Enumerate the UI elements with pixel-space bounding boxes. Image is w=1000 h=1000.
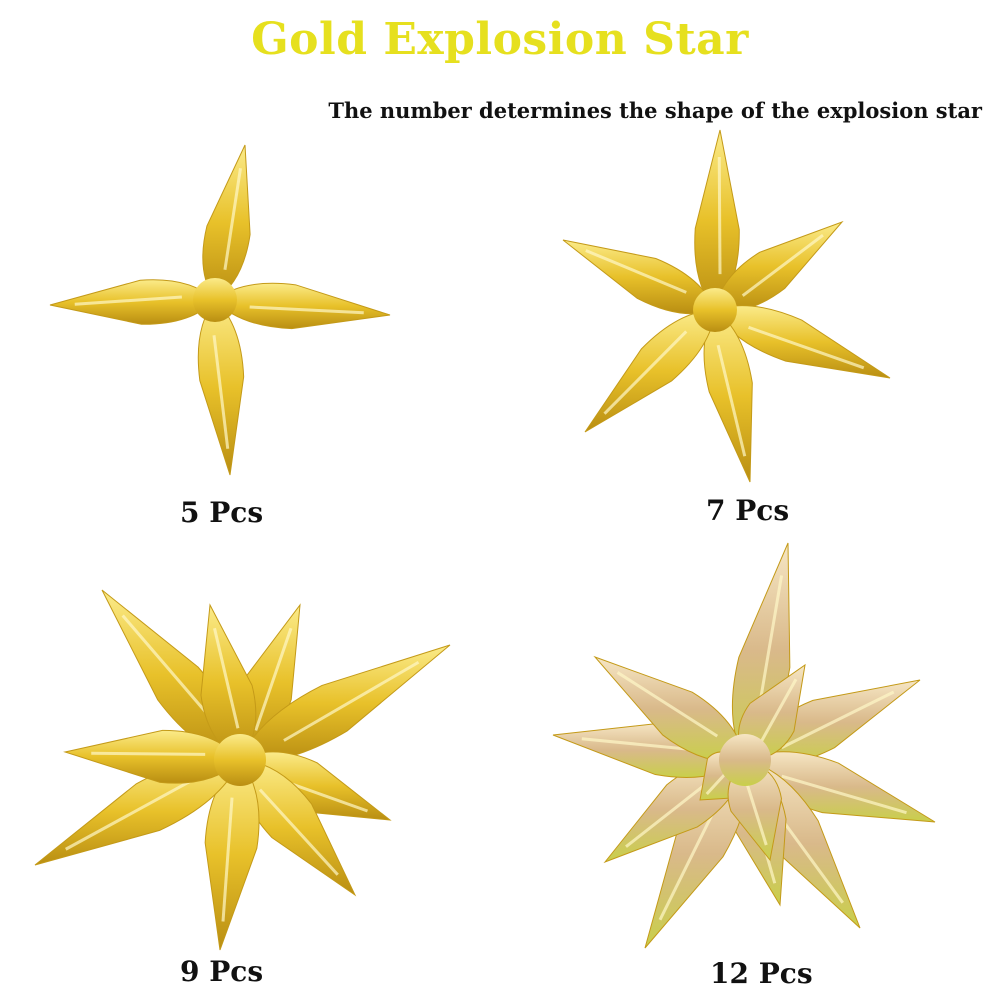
spike-highlight xyxy=(780,690,895,749)
spike-highlight xyxy=(91,751,206,756)
spike-highlight xyxy=(781,774,907,815)
spike-highlight xyxy=(254,627,293,731)
spike-highlight xyxy=(616,671,719,738)
star-spike xyxy=(49,279,216,325)
star-spike xyxy=(214,282,391,330)
star-center xyxy=(193,278,237,322)
spike-highlight xyxy=(756,575,784,718)
subtitle: The number determines the shape of the e… xyxy=(328,98,982,123)
spike-highlight xyxy=(258,788,339,876)
spike-highlight xyxy=(283,660,420,742)
spike-highlight xyxy=(741,234,824,297)
label-9-pcs: 9 Pcs xyxy=(180,955,264,988)
spike-highlight xyxy=(65,776,198,851)
label-5-pcs: 5 Pcs xyxy=(180,496,264,529)
spike-highlight xyxy=(212,335,230,449)
spike-highlight xyxy=(717,156,722,275)
spike-highlight xyxy=(625,775,716,848)
label-12-pcs: 12 Pcs xyxy=(710,957,813,990)
spike-highlight xyxy=(603,330,688,415)
page-title: Gold Explosion Star xyxy=(251,14,749,65)
spike-highlight xyxy=(221,797,234,922)
star-5-pcs xyxy=(49,144,391,476)
star-spike xyxy=(202,144,251,301)
spike-highlight xyxy=(748,325,865,370)
spike-highlight xyxy=(213,627,240,729)
spike-highlight xyxy=(744,780,768,846)
spike-highlight xyxy=(585,249,687,294)
spike-highlight xyxy=(249,305,364,315)
star-12-pcs xyxy=(552,542,936,949)
star-9-pcs xyxy=(34,589,451,951)
label-7-pcs: 7 Pcs xyxy=(706,494,790,527)
spike-highlight xyxy=(74,295,182,306)
star-center xyxy=(214,734,266,786)
spike-highlight xyxy=(759,678,798,744)
spike-highlight xyxy=(121,614,217,725)
spike-highlight xyxy=(223,168,242,270)
star-center xyxy=(693,288,737,332)
spike-highlight xyxy=(716,344,747,457)
star-7-pcs xyxy=(562,129,891,483)
star-center xyxy=(719,734,771,786)
